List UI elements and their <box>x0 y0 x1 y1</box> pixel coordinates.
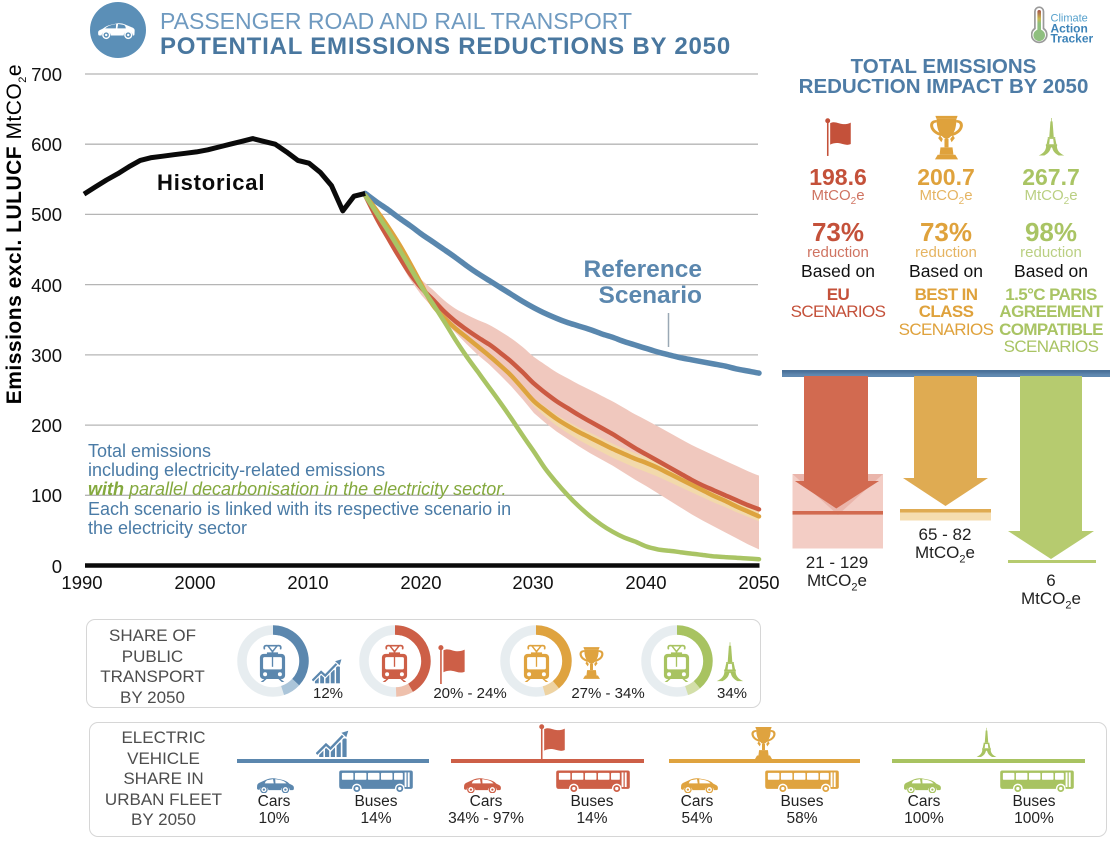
svg-text:Action: Action <box>1051 22 1088 36</box>
svg-text:Tracker: Tracker <box>1051 32 1094 46</box>
svg-text:Climate: Climate <box>1051 13 1088 25</box>
